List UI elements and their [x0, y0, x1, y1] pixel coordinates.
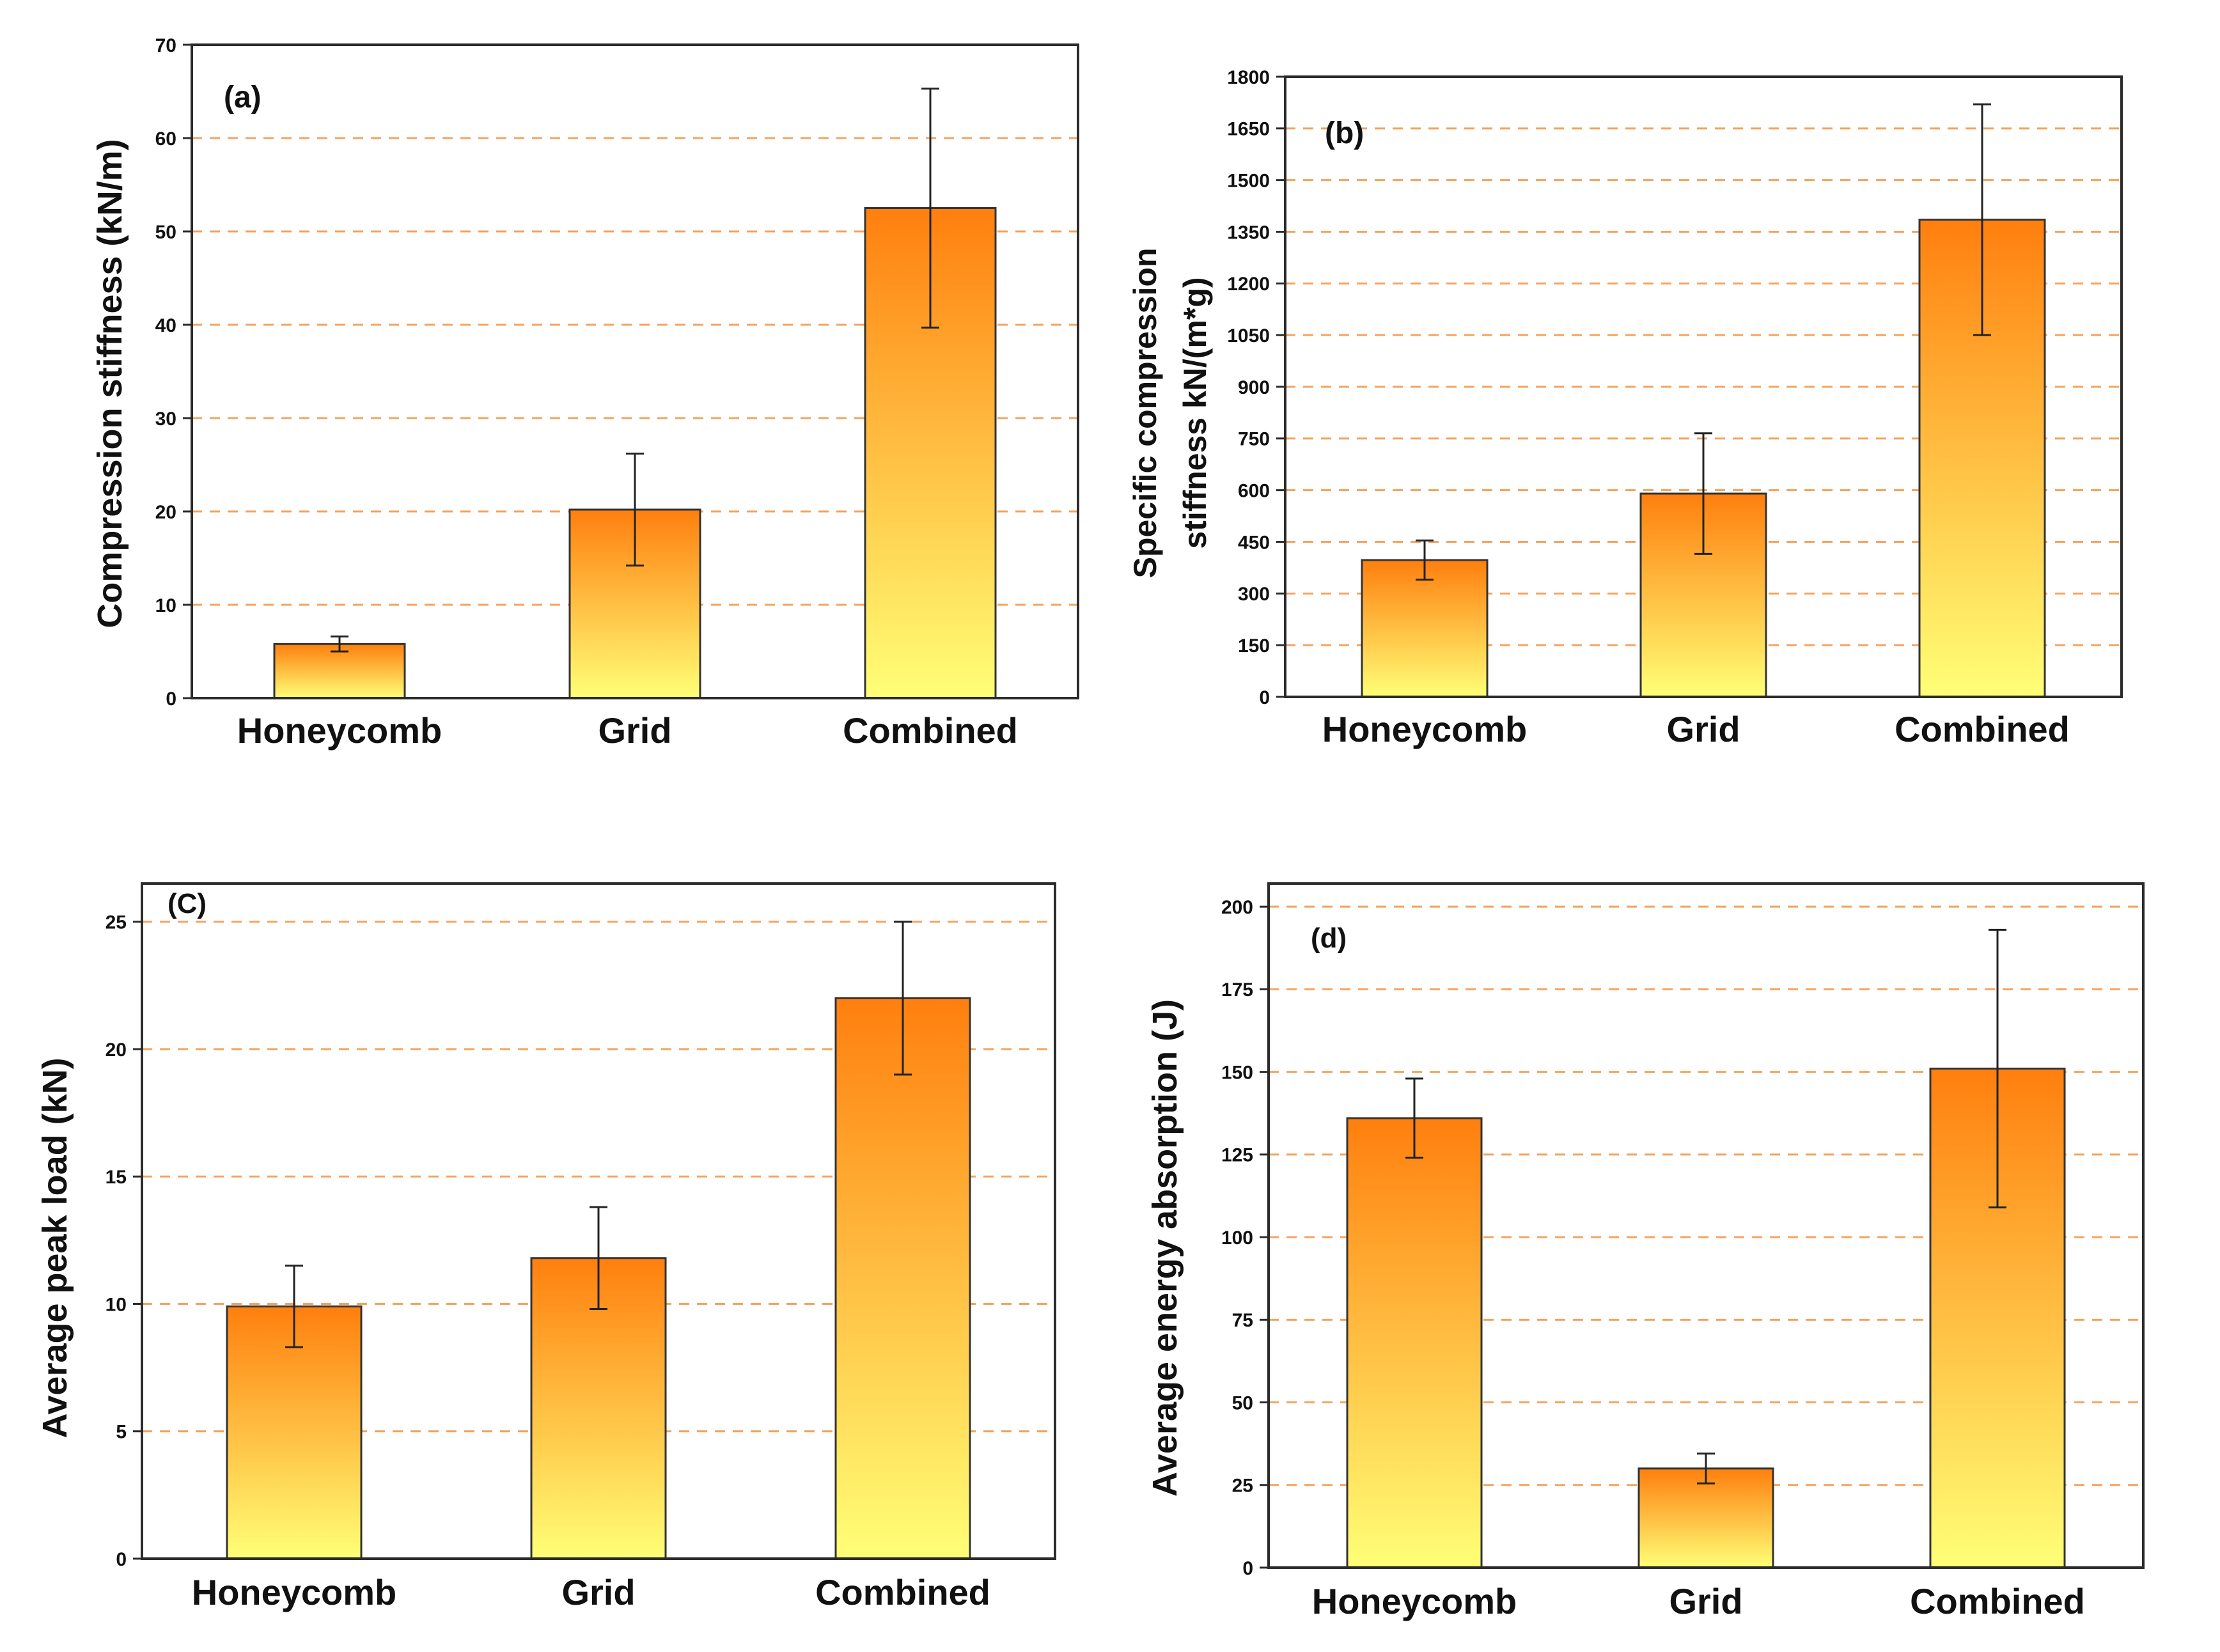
panel-c-ytick-label: 0 [116, 1549, 127, 1570]
panel-c: 0 5 10 15 20 25 Honeycomb Grid Combined (C) Aver… [36, 882, 1056, 1612]
panel-b-error-bar-combined [1973, 103, 1991, 336]
panel-b-ytick-label: 300 [1238, 584, 1270, 605]
panel-c-error-bar-honeycomb [285, 1265, 303, 1348]
panel-b: 0 150 300 450 600 750 900 1050 1200 1350 1500 1650 1… [1127, 67, 2123, 749]
panel-c-error-bar-grid [590, 1206, 607, 1310]
panel-a-ytick-label: 50 [155, 222, 176, 243]
panel-d-label: (d) [1311, 923, 1347, 954]
panel-a-category-label: Grid [598, 710, 671, 751]
panel-b-plot: 0 150 300 450 600 750 900 1050 1200 1350 1500 1650 1… [1227, 67, 2123, 749]
panel-c-ytick-label: 10 [106, 1294, 127, 1315]
panel-b-ylabel-line-1: Specific compression [1127, 248, 1163, 579]
panel-d-error-bar-honeycomb [1405, 1077, 1423, 1159]
panel-d-bar-honeycomb [1346, 1117, 1483, 1569]
panel-a: 0 10 20 30 40 50 60 70 Honeycomb Grid Combined (a)… [91, 35, 1079, 751]
panel-d-ytick-label: 0 [1242, 1558, 1253, 1579]
panel-a-ytick-label: 60 [155, 129, 176, 150]
panel-c-bar-honeycomb [226, 1305, 363, 1560]
panel-b-ytick-label: 1200 [1227, 274, 1270, 295]
panel-a-ytick-label: 0 [166, 689, 176, 710]
panel-a-plot: 0 10 20 30 40 50 60 70 Honeycomb Grid Combined [155, 35, 1079, 751]
panel-d-plot: 0 25 50 75 100 125 150 175 200 Honeycomb Grid Combi… [1221, 882, 2145, 1621]
panel-b-ytick-label: 1350 [1227, 222, 1270, 243]
panel-b-label: (b) [1325, 116, 1364, 150]
panel-d-ylabel: Average energy absorption (J) [1146, 999, 1184, 1497]
panel-a-ytick-label: 10 [155, 595, 176, 616]
panel-b-ytick-label: 900 [1238, 377, 1270, 398]
panel-a-ytick-label: 70 [155, 35, 176, 56]
panel-d-ytick-label: 125 [1221, 1145, 1253, 1166]
panel-b-ytick-label: 1650 [1227, 119, 1270, 140]
panel-d-ytick-label: 25 [1232, 1476, 1253, 1497]
panel-b-ytick-label: 0 [1259, 687, 1270, 708]
panel-a-bar-honeycomb [273, 643, 406, 699]
panel-b-ytick-label: 150 [1238, 635, 1270, 657]
panel-d-ytick-label: 50 [1232, 1392, 1253, 1414]
panel-b-ytick-label: 1800 [1227, 67, 1270, 88]
panel-d-ytick-label: 75 [1232, 1310, 1253, 1331]
panel-b-category-label: Combined [1895, 709, 2070, 749]
panel-a-error-bar-grid [626, 452, 644, 567]
panel-c-ytick-label: 15 [106, 1167, 127, 1188]
panel-d-category-label: Combined [1910, 1581, 2085, 1621]
panel-d-category-label: Grid [1669, 1581, 1742, 1621]
panel-b-ytick-label: 750 [1238, 429, 1270, 450]
panel-a-category-label: Honeycomb [237, 710, 442, 751]
panel-d-error-bar-combined [1989, 928, 2006, 1209]
panel-a-ytick-label: 20 [155, 502, 176, 523]
panel-c-category-label: Grid [561, 1572, 635, 1612]
panel-b-error-bar-grid [1694, 432, 1712, 555]
panel-b-bar-honeycomb [1361, 559, 1489, 698]
panel-c-category-label: Honeycomb [192, 1572, 397, 1612]
panel-c-ylabel: Average peak load (kN) [36, 1057, 74, 1438]
panel-c-ytick-label: 25 [106, 912, 127, 933]
panel-c-bar-combined [834, 997, 971, 1560]
panel-c-ytick-label: 5 [116, 1422, 127, 1443]
panel-a-label: (a) [224, 81, 262, 114]
panel-c-error-bar-combined [894, 921, 912, 1076]
panel-c-ytick-label: 20 [106, 1040, 127, 1061]
panel-a-frame [191, 43, 1079, 699]
panel-a-ylabel: Compression stiffness (kN/m) [91, 139, 129, 628]
panel-b-ytick-label: 1050 [1227, 325, 1270, 347]
panel-b-category-label: Honeycomb [1322, 709, 1528, 749]
panel-d-error-bar-grid [1697, 1453, 1715, 1484]
panel-d-bar-grid [1638, 1467, 1774, 1569]
panel-b-ylabel-line-2: stiffness kN/(m*g) [1177, 277, 1213, 549]
panel-d-frame [1267, 882, 2145, 1569]
panel-b-ytick-label: 600 [1238, 480, 1270, 501]
panel-d-category-label: Honeycomb [1312, 1581, 1517, 1621]
panel-d-ytick-label: 200 [1221, 897, 1253, 918]
panel-c-plot: 0 5 10 15 20 25 Honeycomb Grid Combined [106, 882, 1056, 1612]
panel-c-label: (C) [168, 888, 207, 919]
panel-d-ytick-label: 150 [1221, 1062, 1253, 1083]
panel-c-frame [141, 882, 1056, 1560]
panel-b-error-bar-honeycomb [1416, 539, 1434, 581]
panel-a-ytick-label: 30 [155, 409, 176, 430]
panel-d-ytick-label: 175 [1221, 979, 1253, 1001]
panel-b-ytick-label: 1500 [1227, 170, 1270, 191]
panel-b-category-label: Grid [1666, 709, 1740, 749]
panel-c-category-label: Combined [815, 1572, 990, 1612]
panel-d: 0 25 50 75 100 125 150 175 200 Honeycomb Grid Combi… [1146, 882, 2145, 1621]
panel-a-error-bar-honeycomb [331, 635, 348, 653]
panel-a-ytick-label: 40 [155, 315, 176, 336]
panel-a-category-label: Combined [843, 710, 1018, 751]
panel-d-ytick-label: 100 [1221, 1227, 1253, 1249]
panel-a-error-bar-combined [921, 88, 939, 329]
panel-b-ytick-label: 450 [1238, 532, 1270, 553]
